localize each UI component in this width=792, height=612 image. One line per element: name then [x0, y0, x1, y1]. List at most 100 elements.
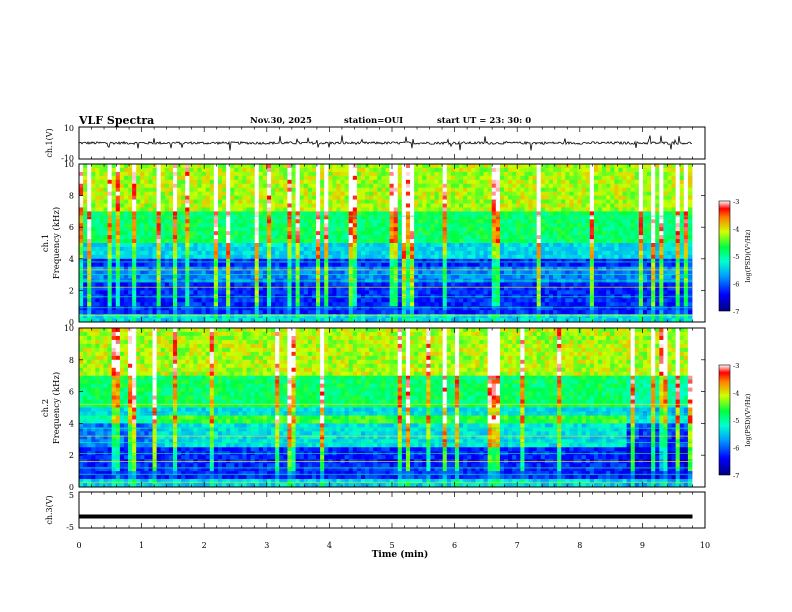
spectrogram-cell: [414, 302, 419, 307]
spectrogram-cell: [99, 211, 104, 216]
spectrogram-cell: [491, 302, 497, 307]
spectrogram-cell: [516, 250, 521, 256]
spectrogram-cell: [226, 223, 231, 228]
spectrogram-cell: [573, 171, 578, 177]
spectrogram-cell: [369, 243, 374, 248]
spectrogram-cell: [377, 298, 382, 303]
spectrogram-cell: [168, 164, 174, 169]
spectrogram-cell: [360, 250, 366, 256]
spectrogram-cell: [454, 179, 460, 185]
spectrogram-cell: [540, 219, 546, 224]
spectrogram-cell: [385, 286, 390, 291]
spectrogram-cell: [258, 286, 264, 291]
spectrogram-cell: [303, 298, 309, 303]
spectrogram-cell: [434, 254, 440, 260]
spectrogram-cell: [385, 207, 390, 212]
spectrogram-cell: [471, 211, 476, 216]
spectrogram-cell: [328, 310, 333, 315]
spectrogram-cell: [504, 207, 509, 212]
spectrogram-cell: [557, 274, 562, 279]
spectrogram-cell: [230, 179, 235, 185]
spectrogram-cell: [242, 254, 247, 260]
spectrogram-cell: [471, 164, 476, 169]
spectrogram-cell: [483, 191, 489, 196]
spectrogram-cell: [454, 183, 460, 189]
spectrogram-cell: [128, 223, 133, 228]
spectrogram-cell: [373, 250, 378, 256]
spectrogram-cell: [303, 306, 309, 311]
spectrogram-cell: [487, 227, 493, 232]
spectrogram-cell: [385, 302, 390, 307]
spectrogram-cell: [279, 164, 284, 169]
spectrogram-cell: [115, 219, 121, 224]
spectrogram-cell: [324, 270, 329, 275]
spectrogram-cell: [222, 254, 227, 260]
spectrogram-cell: [487, 211, 493, 216]
spectrogram-cell: [156, 191, 162, 196]
spectrogram-cell: [565, 215, 570, 220]
spectrogram-cell: [123, 250, 129, 256]
spectrogram-cell: [148, 215, 153, 220]
spectrogram-cell: [287, 235, 292, 240]
spectrogram-cell: [172, 215, 178, 220]
spectrogram-cell: [508, 191, 513, 196]
spectrogram-cell: [226, 207, 231, 212]
spectrogram-cell: [459, 282, 464, 287]
spectrogram-cell: [144, 286, 149, 291]
spectrogram-cell: [365, 179, 370, 185]
spectrogram-cell: [111, 231, 117, 236]
spectrogram-cell: [377, 183, 382, 189]
spectrogram-cell: [328, 258, 333, 264]
spectrogram-cell: [83, 250, 88, 256]
spectrogram-cell: [369, 203, 374, 208]
spectrogram-cell: [369, 254, 374, 260]
spectrogram-cell: [311, 219, 317, 224]
spectrogram-cell: [193, 183, 198, 189]
spectrogram-cell: [422, 171, 427, 177]
spectrogram-cell: [164, 254, 170, 260]
spectrogram-cell: [160, 179, 166, 185]
spectrogram-cell: [385, 250, 390, 256]
spectrogram-cell: [144, 183, 149, 189]
spectrogram-cell: [544, 199, 550, 204]
spectrogram-cell: [320, 219, 325, 224]
spectrogram-cell: [287, 207, 292, 212]
spectrogram-cell: [238, 254, 243, 260]
spectrogram-cell: [307, 167, 313, 173]
spectrogram-cell: [528, 290, 534, 295]
spectrogram-cell: [136, 207, 141, 212]
spectrogram-cell: [344, 187, 350, 193]
spectrogram-cell: [524, 164, 529, 169]
spectrogram-cell: [495, 231, 501, 236]
spectrogram-cell: [324, 246, 329, 252]
spectrogram-cell: [95, 167, 100, 173]
spectrogram-cell: [217, 306, 223, 311]
spectrogram-cell: [446, 274, 452, 279]
spectrogram-cell: [467, 183, 472, 189]
spectrogram-cell: [389, 243, 395, 248]
spectrogram-cell: [168, 314, 174, 319]
spectrogram-cell: [217, 254, 223, 260]
spectrogram-cell: [479, 171, 484, 177]
spectrogram-cell: [381, 286, 386, 291]
spectrogram-cell: [79, 298, 84, 303]
spectrogram-cell: [291, 286, 296, 291]
spectrogram-cell: [197, 314, 202, 319]
spectrogram-cell: [115, 231, 121, 236]
spectrogram-cell: [283, 191, 288, 196]
spectrogram-cell: [377, 203, 382, 208]
spectrogram-cell: [524, 179, 529, 185]
spectrogram-cell: [405, 223, 411, 228]
spectrogram-cell: [168, 215, 174, 220]
spectrogram-cell: [528, 302, 534, 307]
spectrogram-cell: [79, 175, 84, 181]
spectrogram-cell: [442, 171, 448, 177]
spectrogram-cell: [95, 254, 100, 260]
spectrogram-cell: [168, 191, 174, 196]
spectrogram-cell: [344, 223, 350, 228]
spectrogram-cell: [532, 302, 538, 307]
spectrogram-cell: [311, 207, 317, 212]
spectrogram-cell: [119, 266, 125, 272]
spectrogram-cell: [365, 306, 370, 311]
spectrogram-cell: [279, 274, 284, 279]
